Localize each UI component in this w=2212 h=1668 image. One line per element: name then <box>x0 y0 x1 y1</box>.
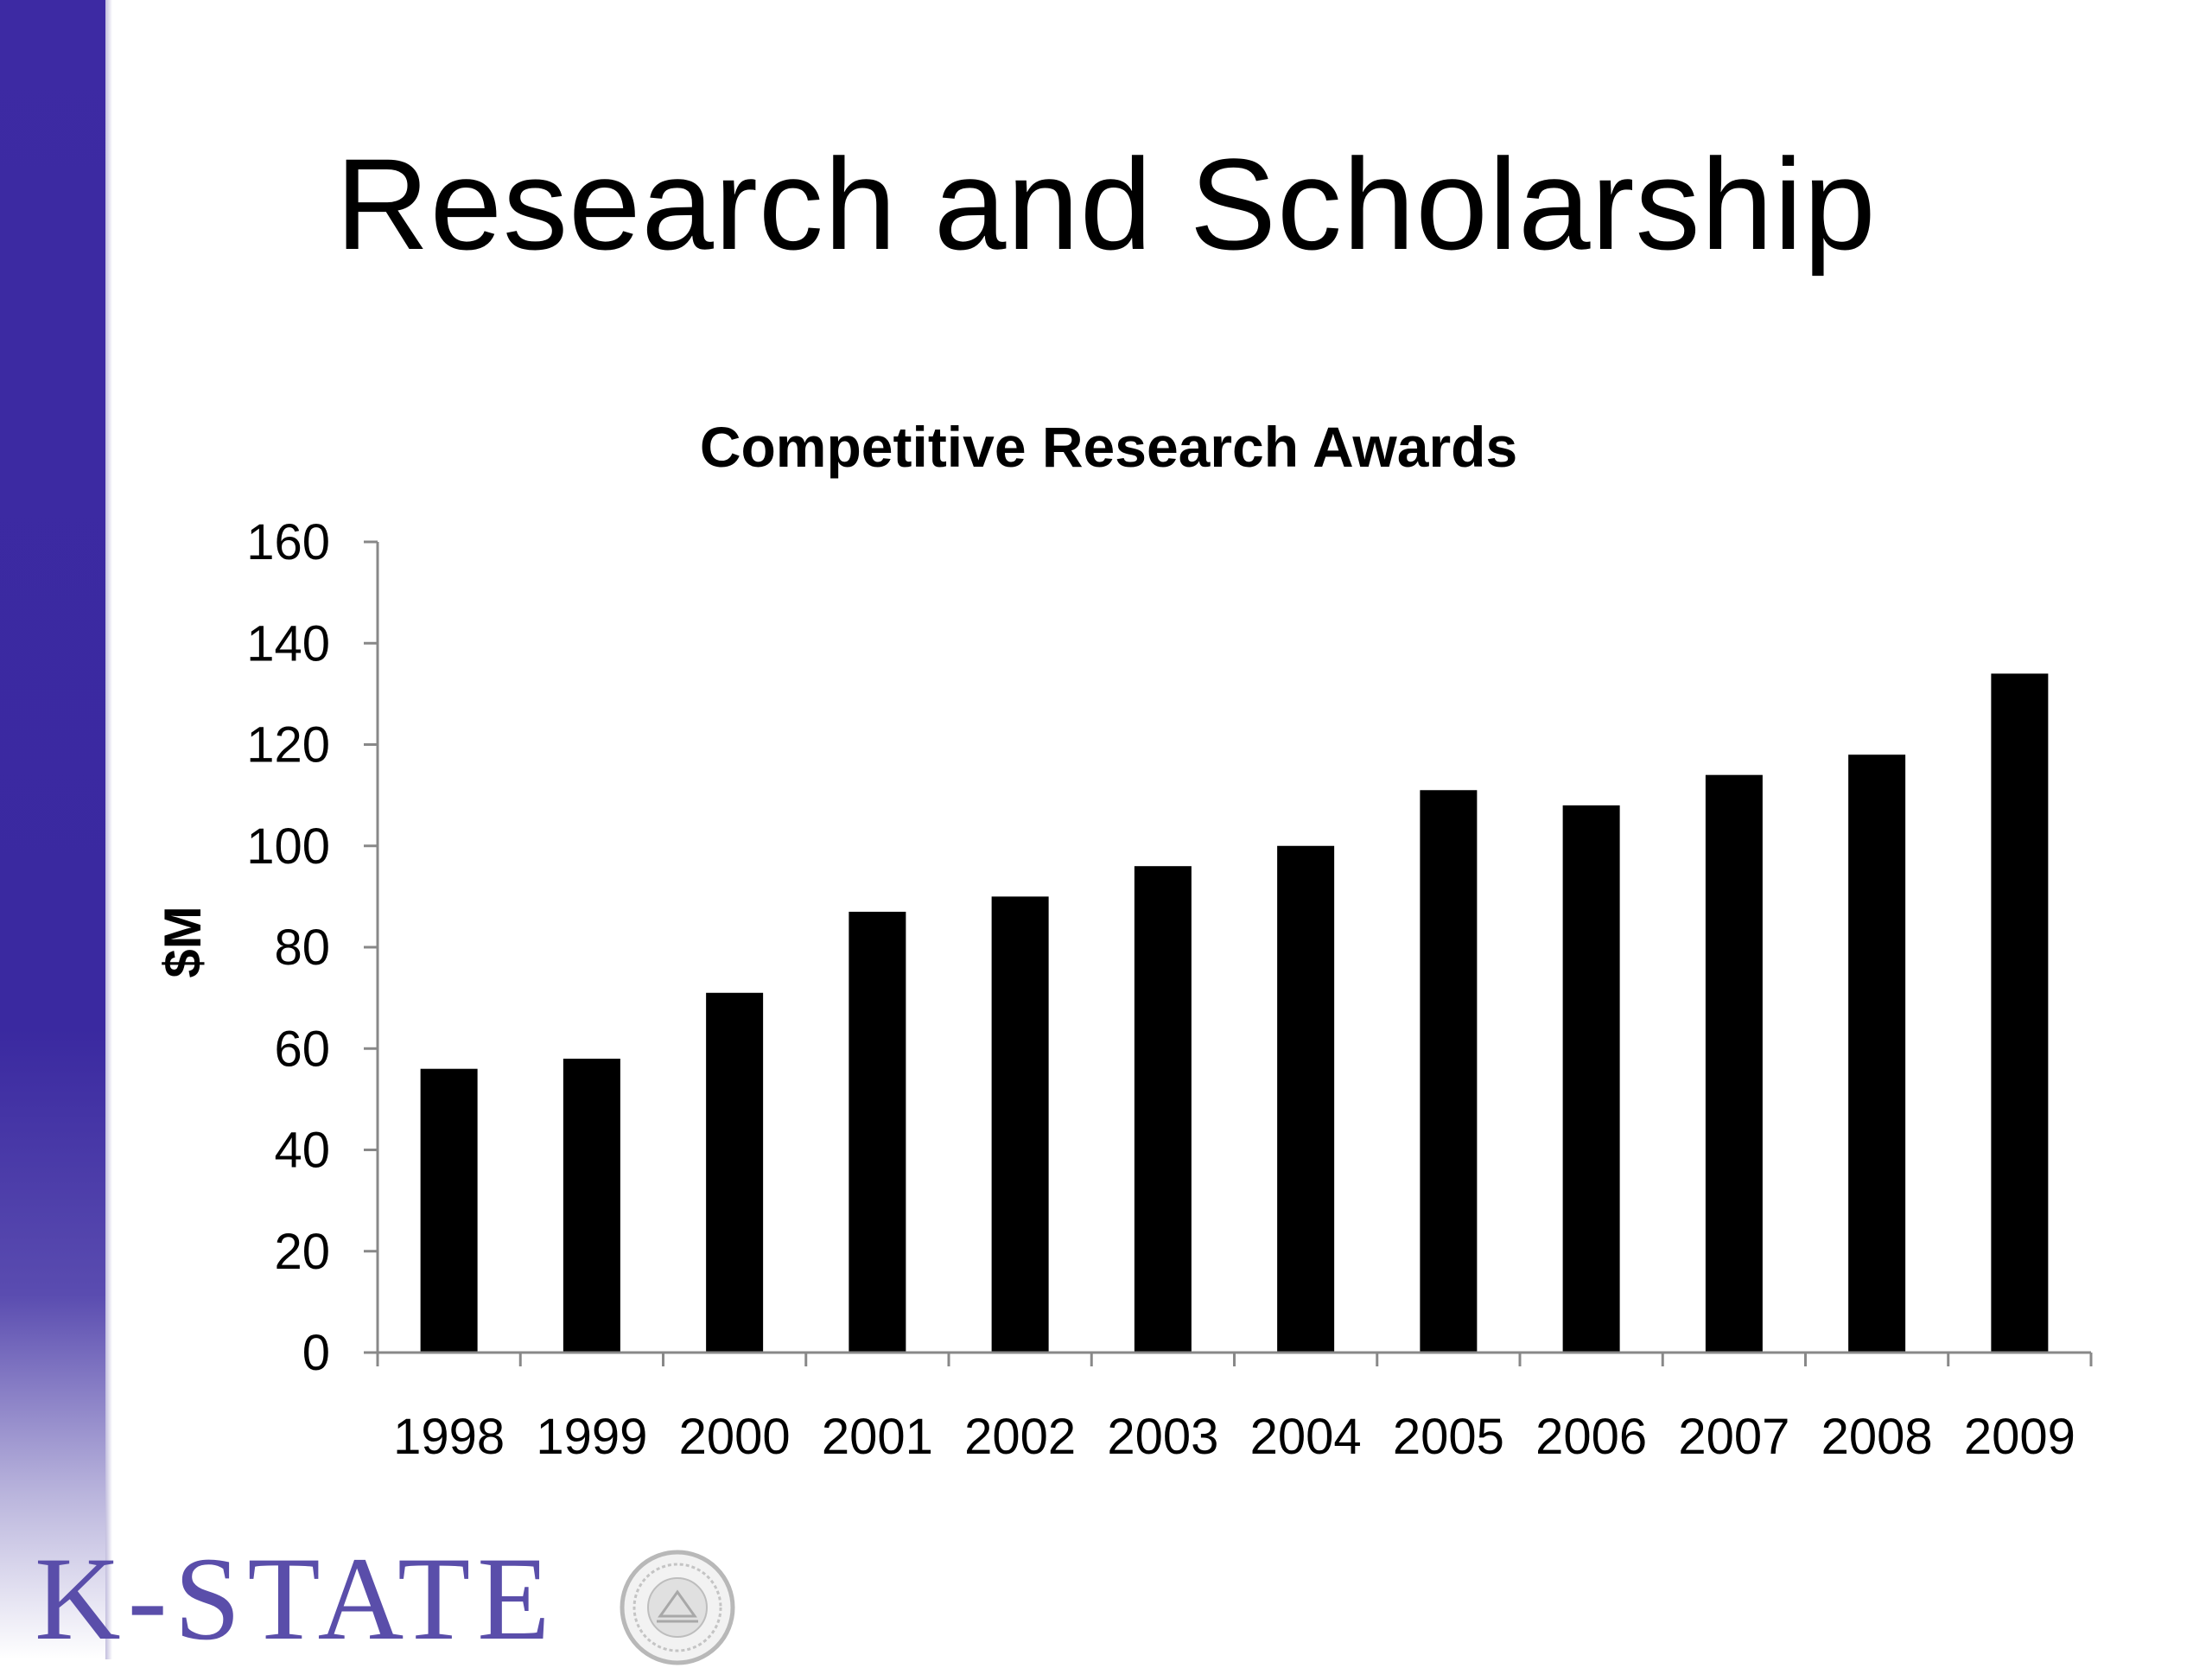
bar-1999 <box>563 1058 620 1353</box>
x-tick-label: 2008 <box>1821 1409 1933 1465</box>
bar-2009 <box>1991 673 2049 1353</box>
x-tick-label: 2000 <box>679 1409 791 1465</box>
university-seal-icon <box>620 1550 735 1665</box>
bar-2006 <box>1562 805 1620 1353</box>
bar-2005 <box>1420 790 1478 1353</box>
slide-title: Research and Scholarship <box>335 131 1877 277</box>
bar-2007 <box>1705 774 1763 1353</box>
x-tick-label: 1999 <box>536 1409 647 1465</box>
brand-logo: K-STATE <box>35 1532 557 1665</box>
y-tick-label: 0 <box>302 1325 330 1381</box>
y-tick-label: 60 <box>274 1021 330 1077</box>
bar-2004 <box>1277 845 1335 1353</box>
bar-2002 <box>991 896 1049 1353</box>
y-tick-label: 40 <box>274 1123 330 1179</box>
x-tick-label: 2004 <box>1250 1409 1362 1465</box>
bar-2001 <box>849 911 906 1353</box>
bar-2000 <box>706 992 764 1353</box>
axes <box>376 542 2091 1354</box>
bar-2008 <box>1848 754 1906 1353</box>
x-tick-label: 2005 <box>1393 1409 1504 1465</box>
y-tick-label: 100 <box>246 818 330 875</box>
y-axis-ticks: 0 20 40 60 80 100 120 140 160 <box>246 514 378 1381</box>
x-axis-ticks: 1998 1999 2000 2001 2002 2003 2004 2005 2006 2007… <box>376 1353 2093 1465</box>
x-tick-label: 1998 <box>393 1409 505 1465</box>
bar-1998 <box>420 1068 478 1353</box>
x-tick-label: 2007 <box>1678 1409 1789 1465</box>
bar-2003 <box>1134 866 1192 1353</box>
y-tick-label: 20 <box>274 1224 330 1280</box>
x-tick-label: 2002 <box>964 1409 1076 1465</box>
side-accent-bar-shadow <box>105 0 112 1659</box>
x-tick-label: 2003 <box>1107 1409 1218 1465</box>
y-tick-label: 140 <box>246 615 330 672</box>
chart-title: Competitive Research Awards <box>700 415 1517 479</box>
y-tick-label: 80 <box>274 920 330 976</box>
y-tick-label: 120 <box>246 717 330 774</box>
x-tick-label: 2001 <box>822 1409 933 1465</box>
bars-group <box>420 673 2049 1353</box>
x-tick-label: 2006 <box>1535 1409 1647 1465</box>
y-tick-label: 160 <box>246 514 330 570</box>
x-tick-label: 2009 <box>1964 1409 2075 1465</box>
side-accent-bar <box>0 0 105 1659</box>
y-axis-label: $M <box>154 906 212 977</box>
